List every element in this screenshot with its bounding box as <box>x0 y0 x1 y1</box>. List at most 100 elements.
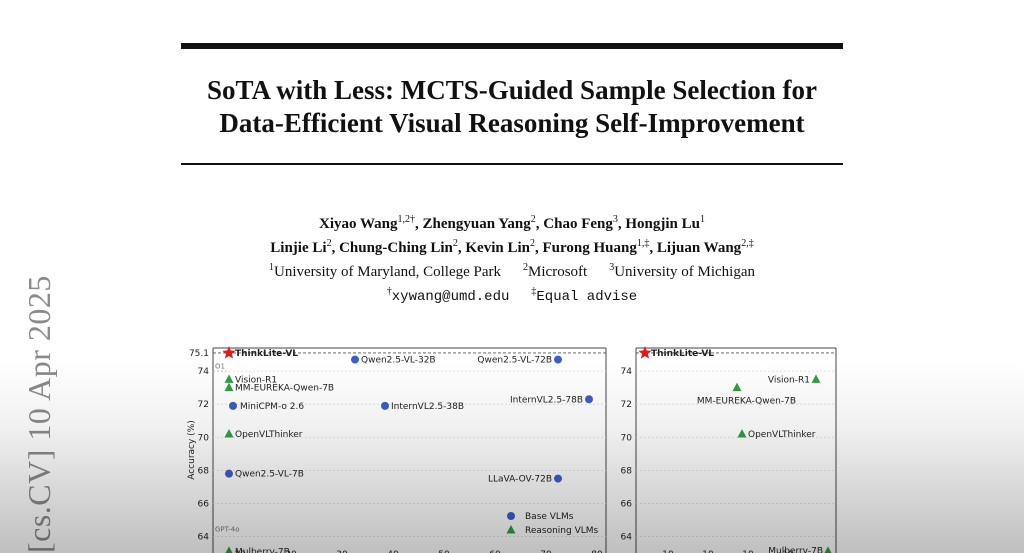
x-tick-label: 80 <box>591 550 603 553</box>
chart-left: 64 66 68 70 72 74 10 20 30 40 50 60 70 80 75.1 Accuracy… <box>187 346 607 553</box>
paper-title: SoTA with Less: MCTS-Guided Sample Selec… <box>150 74 874 140</box>
y-tick-label: 72 <box>198 400 209 410</box>
contact-note: Equal advise <box>536 289 638 305</box>
legend-marker-reasoning <box>506 525 516 534</box>
marker-reasoning-vlm <box>224 428 234 438</box>
point-label: ThinkLite-VL <box>235 349 298 359</box>
y-tick-label: 66 <box>198 499 210 509</box>
author-affil-mark: 1 <box>699 214 705 225</box>
marker-base-vlm <box>225 469 233 478</box>
marker-base-vlm <box>351 355 359 364</box>
title-bottom-rule <box>181 163 843 165</box>
point-label: MM-EUREKA-Qwen-7B <box>697 397 796 407</box>
contact-mark-2: ‡ <box>531 286 537 297</box>
point-label: MiniCPM-o 2.6 <box>240 402 304 412</box>
author-affil-mark: 2 <box>529 238 535 249</box>
x-tick-label: 10 <box>234 550 246 553</box>
point-label: Vision-R1 <box>235 375 277 385</box>
point-label: Mulberry-7B <box>768 546 823 553</box>
marker-thinklite-star <box>638 346 652 359</box>
marker-base-vlm <box>585 395 593 404</box>
marker-base-vlm <box>554 355 562 364</box>
point-label: Qwen2.5-VL-72B <box>477 356 552 366</box>
chart-right: 64 66 68 70 72 74 10 10 10 10 ThinkLite-VL Vision-R… <box>621 346 837 553</box>
author-affil-mark: 1,2† <box>397 214 416 225</box>
x-tick-label: 30 <box>336 550 348 553</box>
y-tick-label: 64 <box>198 532 210 542</box>
authors-line-2: Linjie Li2, Chung-Ching Lin2, Kevin Lin2… <box>270 238 754 256</box>
legend-label-base: Base VLMs <box>525 512 574 522</box>
affiliation-name: Microsoft <box>528 264 588 280</box>
x-tick-label: 10 <box>742 550 754 553</box>
author-affil-mark: 1,‡ <box>636 238 650 249</box>
point-label: LLaVA-OV-72B <box>488 475 552 485</box>
point-label: Qwen2.5-VL-32B <box>361 356 436 366</box>
authors-line-1: Xiyao Wang1,2†, Zhengyuan Yang2, Chao Fe… <box>319 214 705 232</box>
tiny-label-gpt4o: GPT-4o <box>215 526 240 534</box>
author-name: Linjie Li <box>270 240 327 256</box>
y-tick-label: 66 <box>621 499 633 509</box>
author-name: Furong Huang <box>542 240 637 256</box>
contact-mark-1: † <box>386 286 392 297</box>
author-name: Chao Feng <box>543 216 613 232</box>
marker-reasoning-vlm <box>824 546 832 553</box>
x-tick-label: 20 <box>285 550 297 553</box>
y-tick-label: 70 <box>621 433 633 443</box>
author-name: Hongjin Lu <box>625 216 700 232</box>
marker-base-vlm <box>554 474 562 483</box>
author-block: Xiyao Wang1,2†, Zhengyuan Yang2, Chao Fe… <box>150 210 874 307</box>
x-tick-label: 50 <box>438 550 450 553</box>
point-label: MM-EUREKA-Qwen-7B <box>235 384 334 394</box>
marker-thinklite-star <box>222 346 236 359</box>
affiliation-mark: 2 <box>523 262 529 273</box>
affiliation-name: University of Maryland, College Park <box>273 264 502 280</box>
contact-email[interactable]: xywang@umd.edu <box>391 289 510 305</box>
title-line-1: SoTA with Less: MCTS-Guided Sample Selec… <box>206 75 818 105</box>
x-tick-label: 40 <box>387 550 399 553</box>
marker-base-vlm <box>229 401 237 410</box>
y-tick-label: 74 <box>198 367 210 377</box>
y-tick-label: 68 <box>198 466 210 476</box>
y-tick-label: 72 <box>621 400 632 410</box>
title-line-2: Data-Efficient Visual Reasoning Self-Imp… <box>219 108 805 138</box>
legend-marker-base <box>507 512 515 520</box>
x-tick-label: 10 <box>782 550 794 553</box>
author-affil-mark: 2,‡ <box>741 238 754 249</box>
marker-reasoning-vlm <box>224 382 234 392</box>
point-label: Mulberry-7B <box>235 547 290 553</box>
y-tick-label: 74 <box>621 367 633 377</box>
author-affil-mark: 2 <box>326 238 332 249</box>
legend-label-reasoning: Reasoning VLMs <box>525 526 599 536</box>
marker-base-vlm <box>381 401 389 410</box>
marker-reasoning-vlm <box>225 546 233 553</box>
x-tick-label: 10 <box>662 550 674 553</box>
contact-line: †xywang@umd.edu ‡Equal advise <box>150 282 874 307</box>
point-label: OpenVLThinker <box>748 430 816 440</box>
point-label: InternVL2.5-38B <box>391 402 464 412</box>
y-tick-label: 64 <box>621 532 633 542</box>
reference-line-label: 75.1 <box>189 349 209 359</box>
affiliations-line: 1University of Maryland, College Park 2Mi… <box>150 258 874 282</box>
title-top-rule <box>181 43 843 49</box>
affiliation-name: University of Michigan <box>614 264 756 280</box>
y-tick-label: 68 <box>621 466 633 476</box>
x-tick-label: 10 <box>702 550 714 553</box>
point-label: ThinkLite-VL <box>651 349 714 359</box>
point-label: OpenVLThinker <box>235 430 303 440</box>
author-affil-mark: 2 <box>452 238 458 249</box>
marker-reasoning-vlm <box>732 382 742 392</box>
point-label: InternVL2.5-78B <box>510 395 583 405</box>
x-tick-label: 70 <box>540 550 552 553</box>
author-name: Chung-Ching Lin <box>339 240 453 256</box>
author-name: Zhengyuan Yang <box>422 216 531 232</box>
author-affil-mark: 2 <box>530 214 536 225</box>
point-label: Qwen2.5-VL-7B <box>235 470 304 480</box>
marker-reasoning-vlm <box>737 428 747 438</box>
author-affil-mark: 3 <box>612 214 618 225</box>
marker-reasoning-vlm <box>224 374 234 383</box>
affiliation-mark: 3 <box>609 262 615 273</box>
author-name: Xiyao Wang <box>319 216 398 232</box>
x-tick-label: 60 <box>489 550 501 553</box>
author-name: Kevin Lin <box>465 240 530 256</box>
